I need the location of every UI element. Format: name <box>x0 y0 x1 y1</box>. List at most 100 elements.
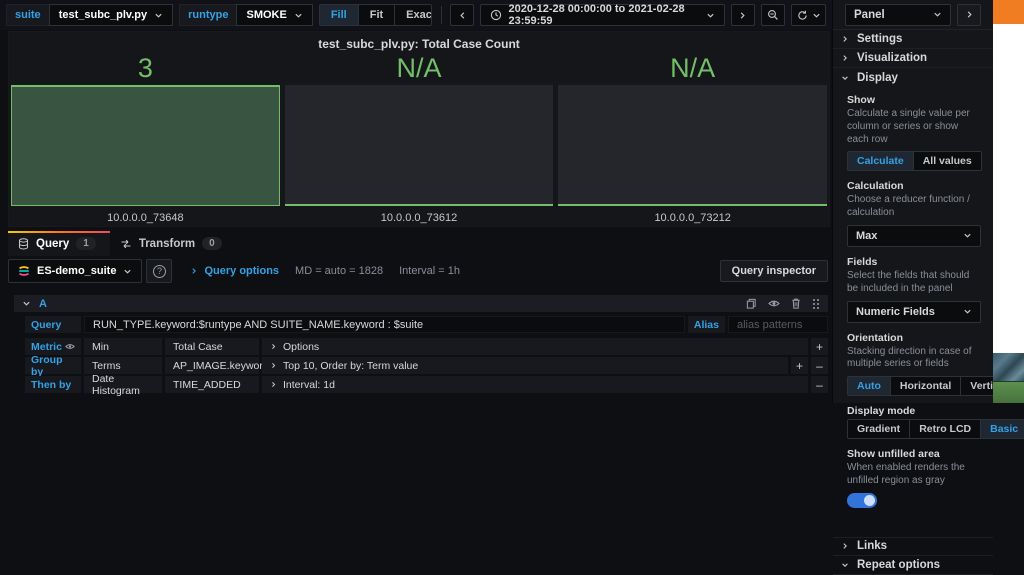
add-metric-button[interactable]: + <box>811 338 828 355</box>
stat-label: 10.0.0.0_73612 <box>380 212 458 224</box>
section-visualization-label: Visualization <box>857 52 928 64</box>
view-mode-exact-button[interactable]: Exact <box>394 5 431 25</box>
time-range-picker[interactable]: 2020-12-28 00:00:00 to 2021-02-28 23:59:… <box>480 3 725 27</box>
clock-icon <box>490 9 502 21</box>
remove-then-by-button[interactable]: – <box>811 376 828 393</box>
desktop-wallpaper-green-fragment <box>993 381 1024 403</box>
section-links[interactable]: Links <box>833 536 993 556</box>
tab-transform-count: 0 <box>202 237 222 250</box>
display-mode-option-group: Gradient Retro LCD Basic <box>847 419 1024 440</box>
stat-panel: test_subc_plv.py: Total Case Count 3 10.… <box>8 31 830 227</box>
show-option-group: Calculate All values <box>847 151 982 172</box>
orientation-horizontal[interactable]: Horizontal <box>889 377 961 396</box>
time-shift-back-button[interactable] <box>450 4 475 26</box>
disable-query-eye-icon[interactable] <box>768 298 780 309</box>
add-group-by-button[interactable]: + <box>791 357 808 374</box>
variable-suite-select[interactable]: test_subc_plv.py <box>48 4 174 26</box>
metric-agg-segment[interactable]: Min <box>84 338 162 355</box>
duplicate-query-icon[interactable] <box>746 298 757 309</box>
orientation-field: Orientation Stacking direction in case o… <box>847 332 1018 397</box>
query-options-toggle[interactable]: Query options <box>190 265 279 277</box>
stat-column: N/A 10.0.0.0_73212 <box>558 51 828 224</box>
group-by-field-segment[interactable]: AP_IMAGE.keyword <box>165 357 269 374</box>
metric-options-toggle[interactable]: Options <box>262 338 808 355</box>
top-navbar: suite test_subc_plv.py runtype SMOKE Fil… <box>0 0 832 30</box>
display-mode-retro-lcd[interactable]: Retro LCD <box>909 420 981 439</box>
query-refid-header[interactable]: A <box>14 295 828 312</box>
group-by-agg-segment[interactable]: Terms <box>84 357 162 374</box>
tab-query-label: Query <box>36 237 70 250</box>
stat-column: 3 10.0.0.0_73648 <box>11 51 280 224</box>
stat-column: N/A 10.0.0.0_73612 <box>284 51 554 224</box>
time-shift-forward-button[interactable] <box>730 4 755 26</box>
query-string-input[interactable] <box>84 316 685 333</box>
chevron-down-icon <box>22 299 31 308</box>
chevron-right-icon <box>270 381 277 388</box>
metric-field-segment[interactable]: Total Case <box>165 338 259 355</box>
then-by-field-segment[interactable]: TIME_ADDED <box>165 376 259 393</box>
calculation-select[interactable]: Max <box>847 224 981 247</box>
variable-runtype-select[interactable]: SMOKE <box>236 4 313 26</box>
zoom-out-icon <box>767 9 779 21</box>
datasource-picker[interactable]: ES-demo_suite <box>8 259 143 283</box>
desktop-wallpaper-fragment <box>993 353 1024 381</box>
section-settings[interactable]: Settings <box>833 30 993 49</box>
pane-picker[interactable]: Panel <box>845 3 951 26</box>
drag-handle-icon[interactable] <box>812 298 820 310</box>
delete-query-trash-icon[interactable] <box>791 298 801 309</box>
group-by-options-toggle[interactable]: Top 10, Order by: Term value <box>262 357 788 374</box>
eye-icon[interactable] <box>65 342 75 351</box>
zoom-out-time-button[interactable] <box>760 4 786 26</box>
section-display[interactable]: Display <box>833 68 993 87</box>
display-options: Show Calculate a single value per column… <box>833 87 1024 523</box>
fields-select[interactable]: Numeric Fields <box>847 300 981 323</box>
then-by-label-text: Then by <box>31 378 72 391</box>
tab-query[interactable]: Query 1 <box>8 231 110 256</box>
then-by-row: Then by Date Histogram TIME_ADDED Interv… <box>25 373 828 397</box>
display-mode-gradient[interactable]: Gradient <box>848 420 910 439</box>
datasource-name: ES-demo_suite <box>37 265 117 277</box>
group-by-label-text: Group by <box>31 353 63 378</box>
calculation-label: Calculation <box>847 180 904 193</box>
query-string-row: Query Alias <box>25 316 828 333</box>
variable-suite: suite test_subc_plv.py <box>6 4 174 26</box>
show-option-all-values[interactable]: All values <box>912 152 981 171</box>
orientation-auto[interactable]: Auto <box>848 377 890 396</box>
variable-suite-value: test_subc_plv.py <box>58 9 148 21</box>
sidebar-spacer <box>833 523 993 537</box>
unfilled-toggle[interactable] <box>847 492 877 508</box>
display-mode-basic[interactable]: Basic <box>980 420 1024 439</box>
chevron-down-icon <box>123 267 132 276</box>
unfilled-field: Show unfilled area When enabled renders … <box>847 448 981 508</box>
stat-bar-empty <box>284 85 554 206</box>
view-mode-fit-button[interactable]: Fit <box>357 5 395 25</box>
elasticsearch-icon <box>18 265 30 277</box>
view-mode-fill-button[interactable]: Fill <box>319 5 358 25</box>
query-actions <box>746 298 820 310</box>
remove-group-by-button[interactable]: – <box>811 357 828 374</box>
help-icon: ? <box>152 264 166 278</box>
section-repeat-options[interactable]: Repeat options <box>833 556 993 575</box>
orientation-desc: Stacking direction in case of multiple s… <box>847 345 972 370</box>
refresh-button[interactable] <box>791 4 826 26</box>
transform-icon <box>120 238 132 250</box>
section-settings-label: Settings <box>857 33 903 45</box>
chevron-down-icon <box>963 231 972 240</box>
query-inspector-button[interactable]: Query inspector <box>719 260 828 282</box>
then-by-options-toggle[interactable]: Interval: 1d <box>262 376 808 393</box>
variable-suite-label: suite <box>6 4 49 26</box>
chevron-down-icon <box>812 11 821 20</box>
show-option-calculate[interactable]: Calculate <box>848 152 913 171</box>
then-by-agg-segment[interactable]: Date Histogram <box>84 373 162 397</box>
options-sidebar: Panel Settings Visualization Display <box>832 0 1024 575</box>
background-window-strip <box>993 0 1024 403</box>
calculation-value: Max <box>856 229 878 242</box>
alias-label: Alias <box>687 316 725 333</box>
group-by-label: Group by <box>25 354 81 378</box>
datasource-help-button[interactable]: ? <box>146 259 173 283</box>
section-visualization[interactable]: Visualization <box>833 49 993 68</box>
alias-input[interactable] <box>728 316 828 333</box>
chevron-right-icon <box>965 10 974 19</box>
collapse-sidebar-button[interactable] <box>957 3 981 26</box>
tab-transform[interactable]: Transform 0 <box>110 231 236 256</box>
